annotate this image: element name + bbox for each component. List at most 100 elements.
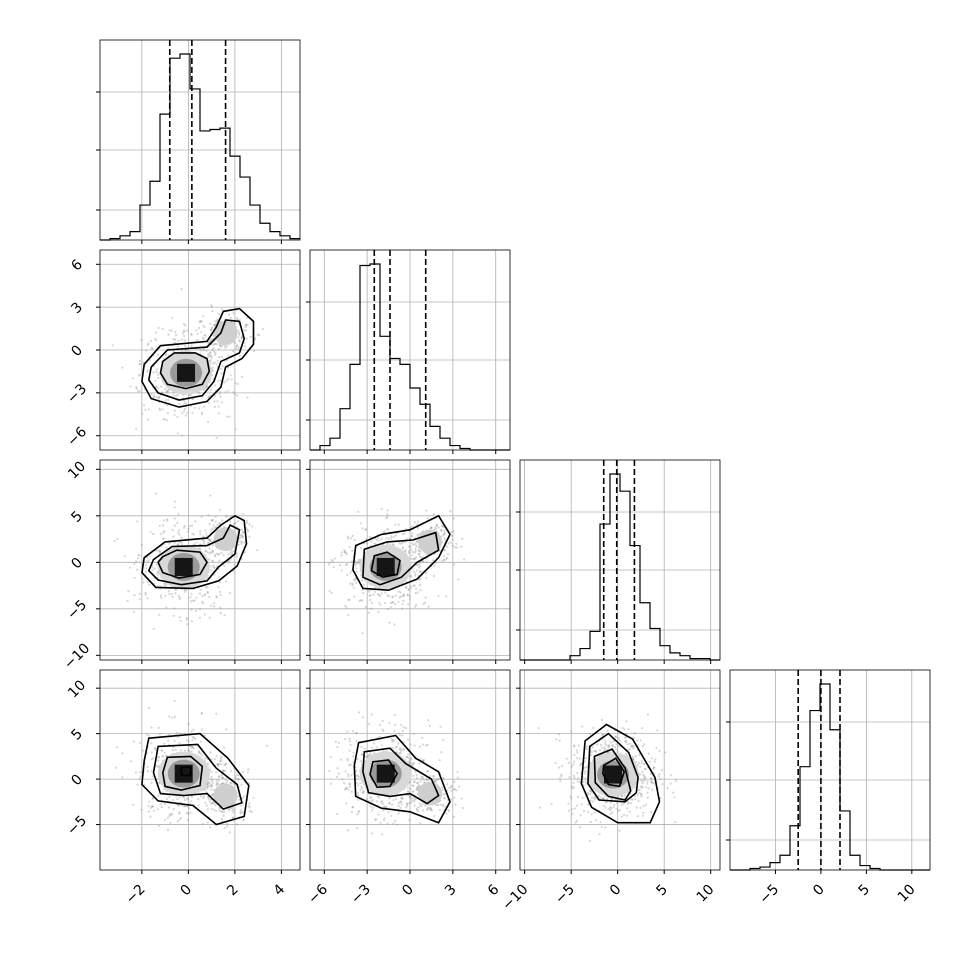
sample-point [227, 808, 230, 811]
sample-point [177, 531, 180, 534]
sample-point [570, 765, 573, 769]
sample-point [622, 813, 626, 817]
sample-point [440, 524, 444, 528]
sample-point [425, 572, 428, 575]
sample-point [591, 746, 594, 749]
sample-point [240, 528, 243, 531]
sample-point [357, 711, 361, 714]
sample-point [453, 563, 456, 566]
sample-point [456, 770, 459, 774]
sample-point [346, 535, 349, 538]
sample-point [392, 600, 395, 604]
sample-point [174, 748, 177, 752]
sample-point [186, 818, 190, 822]
sample-point [180, 434, 183, 437]
sample-point [371, 809, 374, 812]
sample-point [214, 323, 217, 326]
sample-point [424, 601, 427, 604]
sample-point [409, 585, 412, 588]
sample-point [366, 755, 369, 758]
sample-point [248, 535, 251, 538]
sample-point [167, 398, 170, 401]
sample-point [200, 712, 203, 716]
sample-point [145, 733, 148, 736]
sample-point [191, 746, 194, 749]
sample-point [433, 528, 436, 531]
sample-point [347, 613, 350, 617]
sample-point [581, 725, 584, 728]
sample-point [417, 786, 420, 789]
sample-point [584, 770, 587, 773]
sample-point [402, 599, 405, 603]
sample-point [417, 548, 420, 551]
sample-point [433, 780, 436, 783]
sample-point [219, 344, 222, 347]
sample-point [442, 777, 445, 780]
sample-point [179, 816, 182, 820]
sample-point [435, 523, 438, 527]
sample-point [443, 531, 446, 535]
sample-point [180, 541, 183, 544]
sample-point [351, 583, 354, 587]
sample-point [245, 521, 249, 525]
sample-point [218, 392, 221, 395]
sample-point [158, 732, 161, 736]
sample-point [412, 543, 415, 547]
sample-point [229, 374, 232, 377]
sample-point [604, 742, 607, 745]
sample-point [593, 750, 596, 753]
density-peak [177, 363, 196, 382]
sample-point [238, 333, 241, 336]
sample-point [390, 535, 393, 538]
sample-point [570, 797, 573, 800]
sample-point [624, 752, 627, 756]
sample-point [590, 790, 593, 793]
sample-point [360, 579, 364, 582]
sample-point [217, 380, 220, 383]
panel-1-1 [306, 249, 511, 454]
sample-point [218, 762, 221, 765]
sample-point [578, 757, 582, 760]
sample-point [170, 592, 173, 596]
sample-point [232, 808, 235, 811]
sample-point [419, 550, 422, 553]
sample-point [425, 576, 428, 579]
panel-frame [99, 669, 301, 871]
sample-point [189, 811, 192, 814]
sample-point [186, 805, 190, 808]
sample-point [378, 593, 381, 597]
sample-point [241, 535, 244, 538]
sample-point [175, 333, 178, 337]
sample-point [212, 564, 215, 567]
sample-point [121, 776, 124, 779]
sample-point [150, 392, 153, 395]
sample-point [237, 336, 240, 339]
sample-point [409, 743, 412, 746]
sample-point [199, 794, 202, 798]
sample-point [209, 781, 212, 784]
sample-point [360, 745, 363, 749]
sample-point [443, 548, 446, 551]
sample-point [330, 558, 333, 562]
sample-point [348, 782, 351, 786]
sample-point [378, 539, 381, 542]
sample-point [402, 594, 405, 597]
sample-point [207, 782, 210, 785]
sample-point [655, 746, 658, 750]
sample-point [424, 804, 427, 807]
sample-point [412, 774, 415, 778]
sample-point [147, 707, 151, 710]
sample-point [231, 350, 234, 353]
sample-point [224, 769, 227, 772]
sample-point [179, 732, 182, 735]
sample-point [394, 820, 397, 823]
sample-point [389, 606, 392, 609]
sample-point [649, 772, 652, 775]
sample-point [189, 596, 192, 599]
sample-point [172, 338, 175, 341]
sample-point [446, 783, 449, 786]
sample-point [558, 777, 561, 780]
sample-point [211, 369, 214, 372]
sample-point [638, 788, 642, 792]
sample-point [236, 344, 239, 347]
